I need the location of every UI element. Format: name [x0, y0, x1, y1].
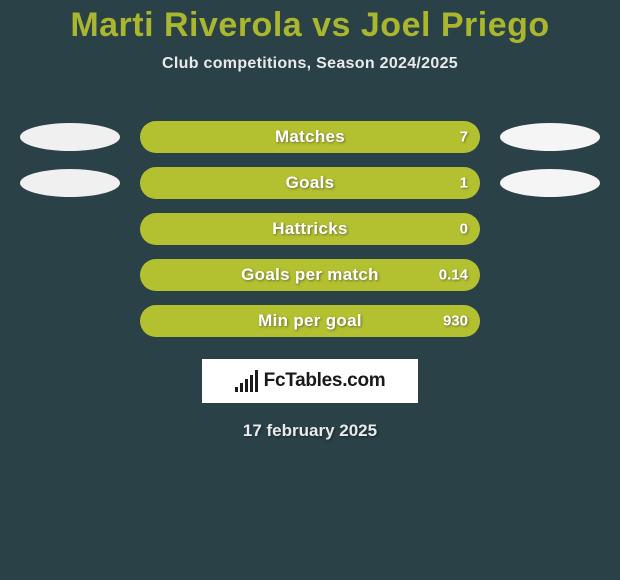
team-mark-right [500, 169, 600, 197]
logo-bar [255, 370, 258, 392]
stat-label: Min per goal [140, 311, 480, 331]
team-mark-right [500, 123, 600, 151]
logo-bar [245, 379, 248, 392]
stat-label: Hattricks [140, 219, 480, 239]
logo-bar [235, 387, 238, 392]
logo-bar [240, 383, 243, 392]
bar-chart-icon [235, 370, 258, 392]
stat-label: Matches [140, 127, 480, 147]
stat-row: Min per goal930 [0, 305, 620, 337]
page-subtitle: Club competitions, Season 2024/2025 [0, 55, 620, 73]
stat-value: 1 [460, 175, 468, 192]
date-label: 17 february 2025 [0, 421, 620, 441]
team-mark-left [20, 123, 120, 151]
stat-bar: Hattricks0 [140, 213, 480, 245]
logo-text: FcTables.com [264, 370, 386, 392]
stat-row: Goals per match0.14 [0, 259, 620, 291]
team-mark-left [20, 169, 120, 197]
stat-value: 930 [443, 313, 468, 330]
stat-bar: Matches7 [140, 121, 480, 153]
stat-row: Matches7 [0, 121, 620, 153]
stat-label: Goals per match [140, 265, 480, 285]
stat-bar: Min per goal930 [140, 305, 480, 337]
stat-bar: Goals1 [140, 167, 480, 199]
stat-label: Goals [140, 173, 480, 193]
stat-value: 0.14 [439, 267, 468, 284]
logo-box: FcTables.com [202, 359, 418, 403]
stat-value: 0 [460, 221, 468, 238]
logo-bar [250, 375, 253, 392]
stat-bar: Goals per match0.14 [140, 259, 480, 291]
stats-rows: Matches7Goals1Hattricks0Goals per match0… [0, 121, 620, 337]
stat-value: 7 [460, 129, 468, 146]
stat-row: Goals1 [0, 167, 620, 199]
stat-row: Hattricks0 [0, 213, 620, 245]
page-title: Marti Riverola vs Joel Priego [0, 0, 620, 45]
